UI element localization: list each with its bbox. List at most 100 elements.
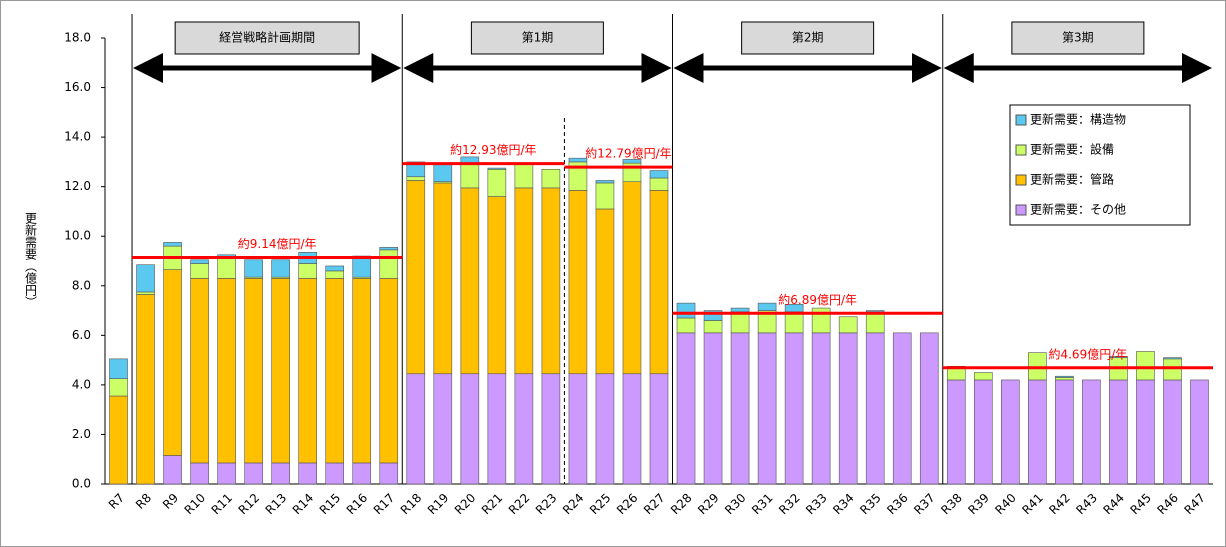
average-label: 約6.89億円/年 — [778, 292, 857, 307]
bar-segment — [973, 379, 993, 485]
legend-label: 更新需要：構造物 — [1030, 112, 1126, 127]
bar-segment — [1109, 379, 1128, 485]
average-label: 約4.69億円/年 — [1048, 346, 1127, 361]
bar-segment — [298, 462, 317, 485]
bar-segment — [298, 278, 317, 464]
legend-swatch — [1015, 114, 1027, 126]
bar-segment — [325, 265, 345, 272]
legend-box — [1009, 104, 1191, 226]
bar-segment — [703, 310, 723, 321]
bar-segment — [379, 247, 399, 251]
period-box — [741, 21, 875, 55]
average-label: 約12.93億円/年 — [450, 142, 536, 157]
bar-segment — [757, 332, 777, 485]
bar-segment — [487, 167, 507, 170]
bar-segment — [1190, 379, 1209, 485]
bar-segment — [865, 332, 885, 485]
bar-segment — [244, 278, 263, 464]
bar-segment — [163, 455, 182, 485]
bar-segment — [541, 169, 561, 189]
bar-segment — [730, 311, 750, 334]
bar-segment — [946, 379, 966, 485]
bar-segment — [1109, 356, 1128, 358]
bar-segment — [136, 264, 155, 293]
bar-segment — [379, 249, 399, 279]
y-tick-label: 8.0 — [72, 278, 91, 292]
y-tick-label: 12.0 — [64, 179, 91, 193]
bar-segment — [568, 190, 588, 375]
y-tick-label: 2.0 — [72, 427, 91, 441]
bar-segment — [622, 373, 642, 485]
bar-segment — [622, 159, 642, 164]
period-box — [470, 21, 604, 55]
bar-segment — [676, 332, 696, 485]
bar-segment — [352, 278, 372, 464]
bar-segment — [136, 294, 155, 485]
bar-segment — [703, 320, 723, 334]
bar-segment — [190, 462, 209, 485]
bar-segment — [595, 208, 615, 375]
period-box — [174, 21, 360, 55]
bar-segment — [406, 176, 426, 181]
bar-segment — [217, 278, 236, 464]
legend-label: 更新需要：その他 — [1030, 202, 1126, 217]
bar-segment — [838, 316, 858, 334]
bar-segment — [217, 258, 236, 279]
bar-segment — [730, 332, 750, 485]
bar-segment — [298, 263, 317, 279]
bar-segment — [676, 302, 696, 319]
bar-segment — [1055, 375, 1074, 378]
bar-segment — [649, 190, 669, 375]
bar-segment — [595, 373, 615, 485]
bar-segment — [487, 373, 507, 485]
bar-segment — [487, 196, 507, 375]
bar-segment — [325, 462, 345, 485]
bar-segment — [1136, 351, 1155, 381]
bar-segment — [271, 462, 290, 485]
bar-segment — [325, 278, 345, 464]
bar-segment — [352, 462, 372, 485]
period-label: 経営戦略計画期間 — [219, 30, 315, 45]
bar-segment — [514, 164, 534, 189]
y-tick-label: 6.0 — [72, 328, 91, 342]
bar-segment — [568, 373, 588, 485]
bar-segment — [973, 372, 993, 381]
bar-segment — [406, 180, 426, 375]
average-label: 約9.14億円/年 — [238, 236, 317, 251]
bar-segment — [784, 311, 804, 334]
period-label: 第3期 — [1062, 31, 1094, 45]
bar-segment — [109, 395, 128, 485]
bar-segment — [460, 164, 480, 189]
bar-segment — [1136, 379, 1155, 485]
bar-segment — [892, 332, 912, 485]
bar-segment — [217, 462, 236, 485]
bar-segment — [433, 373, 453, 485]
bar-segment — [676, 317, 696, 334]
legend-label: 更新需要：管路 — [1030, 172, 1114, 187]
bar-segment — [622, 181, 642, 375]
bar-segment — [433, 162, 453, 183]
bar-segment — [730, 307, 750, 313]
bar-segment — [379, 462, 399, 485]
bar-segment — [649, 373, 669, 485]
y-tick-label: 10.0 — [64, 229, 91, 243]
bar-segment — [649, 177, 669, 191]
bar-segment — [595, 182, 615, 210]
bar-segment — [190, 263, 209, 279]
bar-segment — [865, 311, 885, 334]
bar-segment — [190, 278, 209, 464]
period-label: 第2期 — [792, 31, 824, 45]
bar-segment — [1028, 379, 1047, 485]
bar-segment — [244, 462, 263, 485]
bar-segment — [379, 278, 399, 464]
bar-segment — [514, 373, 534, 485]
bar-segment — [163, 269, 182, 456]
y-tick-label: 4.0 — [72, 377, 91, 391]
bar-segment — [190, 259, 209, 264]
bar-segment — [1055, 377, 1074, 381]
bar-segment — [1163, 357, 1182, 360]
bar-segment — [865, 310, 885, 313]
bar-segment — [541, 373, 561, 485]
legend-label: 更新需要：設備 — [1030, 142, 1114, 157]
bar-segment — [406, 161, 426, 178]
